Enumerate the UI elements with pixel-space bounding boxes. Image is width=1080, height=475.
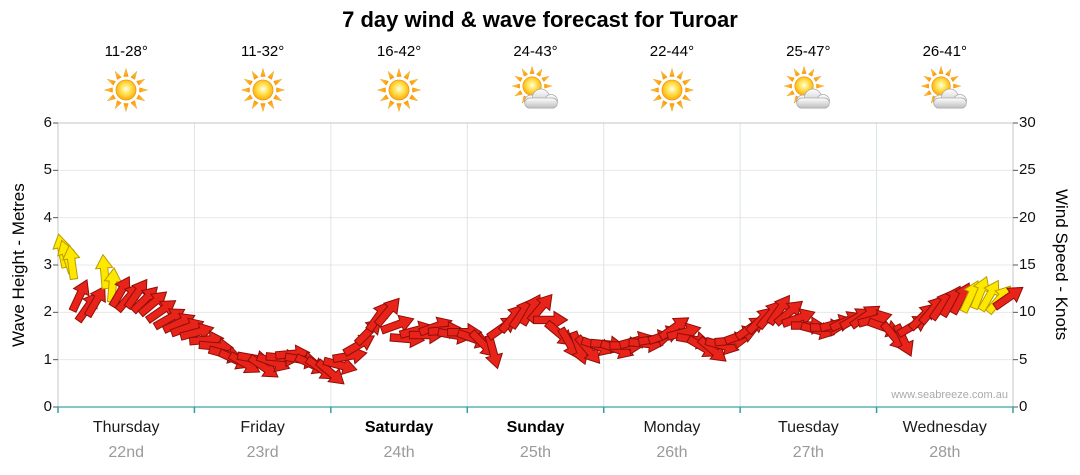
wind-arrow <box>83 285 106 319</box>
day-name-label: Friday <box>240 419 285 436</box>
wind-speed-tick-label: 10 <box>1019 303 1036 321</box>
temperature-range-label: 24-43° <box>513 43 558 60</box>
partly-cloudy-icon <box>512 66 560 114</box>
wave-height-tick-label: 6 <box>43 114 52 131</box>
wave-height-tick-label: 2 <box>43 303 52 321</box>
day-date-label: 26th <box>656 444 688 461</box>
wind-arrow <box>68 279 90 313</box>
wave-height-tick-label: 5 <box>43 161 52 179</box>
day-date-label: 24th <box>383 444 415 461</box>
wind-arrow <box>992 286 1024 311</box>
day-name-label: Sunday <box>506 419 565 436</box>
day-date-label: 22nd <box>108 444 144 461</box>
temperature-range-label: 11-32° <box>241 43 285 60</box>
day-date-label: 25th <box>519 444 552 461</box>
day-date-label: 28th <box>929 444 961 461</box>
temperature-range-label: 26-41° <box>922 43 967 60</box>
wind-speed-tick-label: 15 <box>1019 256 1036 273</box>
partly-cloudy-icon <box>784 66 832 114</box>
sunny-icon <box>102 66 150 114</box>
temperature-range-label: 25-47° <box>786 43 831 60</box>
sunny-icon <box>239 66 287 114</box>
wind-speed-tick-label: 20 <box>1019 208 1036 226</box>
wave-height-tick-label: 0 <box>43 398 52 415</box>
wind-speed-tick-label: 0 <box>1019 398 1028 415</box>
wave-height-tick-label: 3 <box>43 256 52 273</box>
day-name-label: Monday <box>643 419 701 436</box>
wind-speed-tick-label: 5 <box>1019 350 1028 368</box>
day-name-label: Thursday <box>92 419 160 436</box>
wave-height-tick-label: 1 <box>43 350 52 368</box>
watermark: www.seabreeze.com.au <box>891 389 1008 401</box>
sunny-icon <box>375 66 423 114</box>
day-date-label: 23rd <box>246 444 279 461</box>
sunny-icon <box>648 66 696 114</box>
day-name-label: Saturday <box>364 419 434 436</box>
wind-speed-tick-label: 30 <box>1019 114 1036 131</box>
wave-height-tick-label: 4 <box>43 208 52 226</box>
day-date-label: 27th <box>792 444 824 461</box>
wind-arrow <box>373 297 400 328</box>
temperature-range-label: 11-28° <box>104 43 148 60</box>
wind-speed-tick-label: 25 <box>1019 161 1036 179</box>
day-name-label: Tuesday <box>777 419 839 436</box>
page-title: 7 day wind & wave forecast for Turoar <box>342 7 738 32</box>
wind-arrow <box>61 244 81 281</box>
wind-arrow <box>314 358 345 385</box>
temperature-range-label: 16-42° <box>376 43 422 60</box>
temperature-range-label: 22-44° <box>649 43 695 60</box>
day-name-label: Wednesday <box>902 419 987 436</box>
wind-speed-axis-label: Wind Speed - Knots <box>1052 189 1071 341</box>
partly-cloudy-icon <box>921 66 969 114</box>
